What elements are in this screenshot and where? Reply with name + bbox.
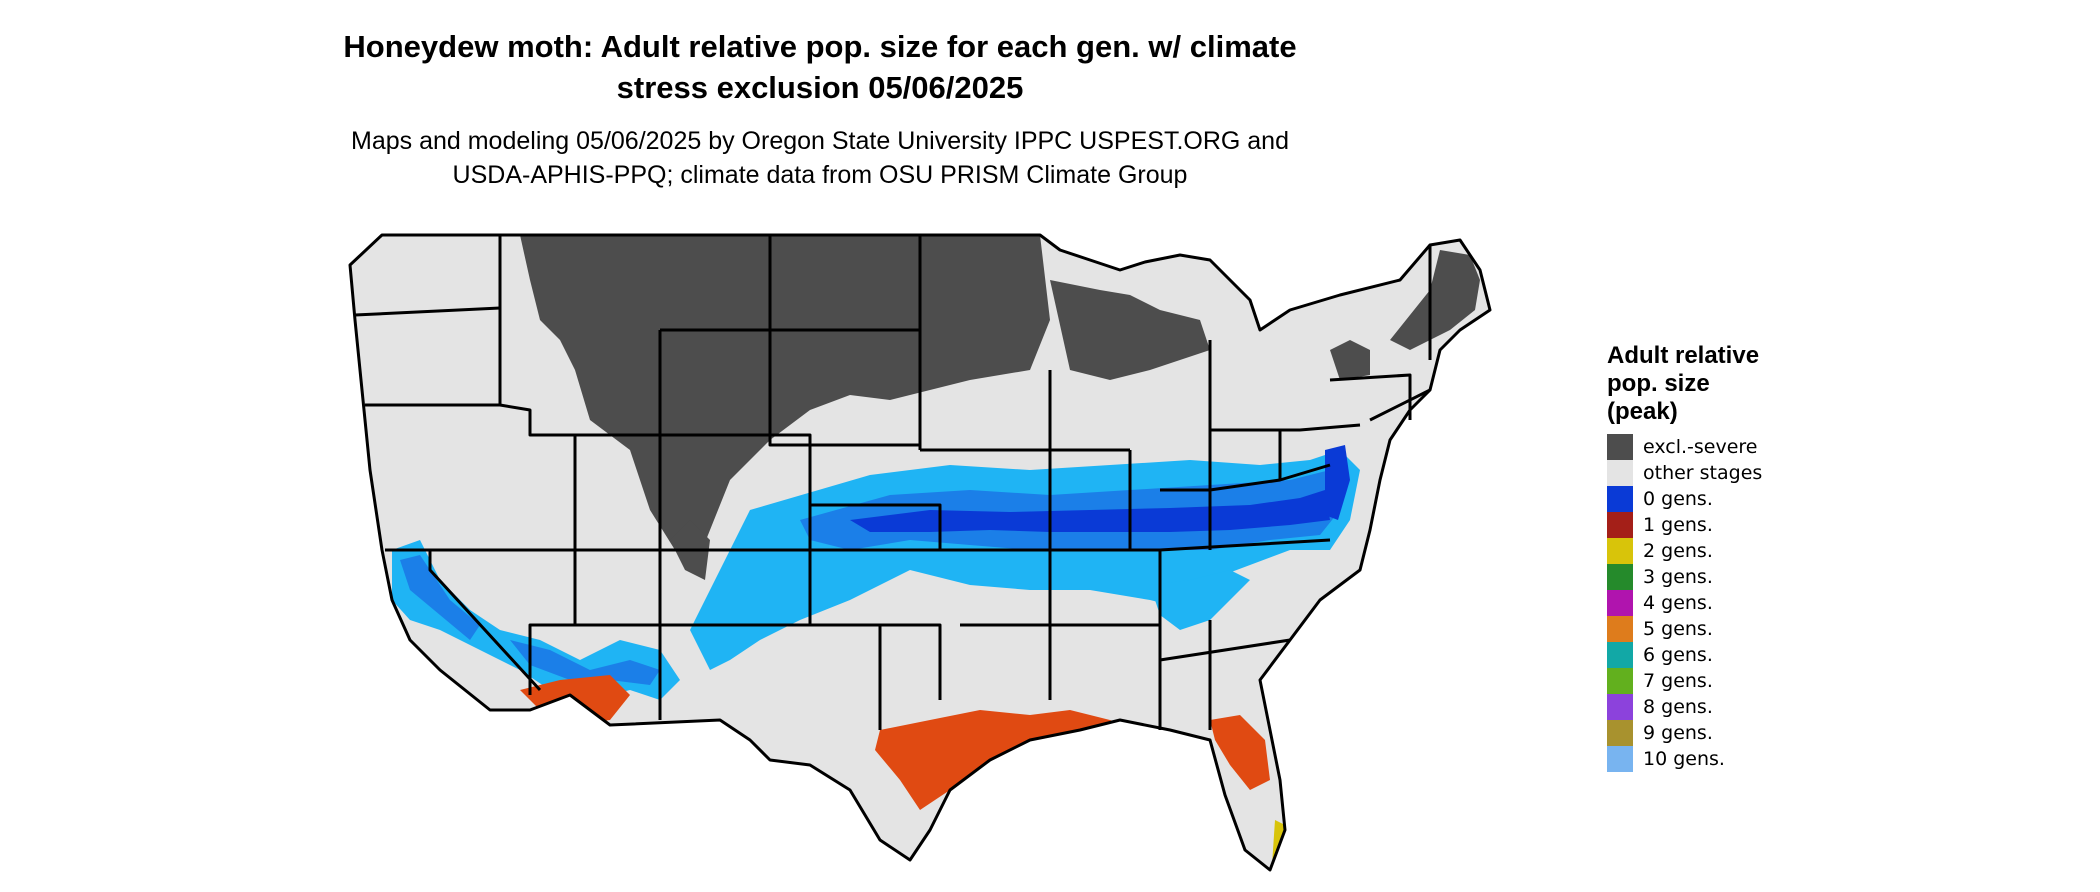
legend-swatch xyxy=(1607,642,1633,668)
us-outline xyxy=(348,233,1492,872)
legend-swatch xyxy=(1607,668,1633,694)
legend-swatch xyxy=(1607,564,1633,590)
legend-label: 0 gens. xyxy=(1643,488,1713,510)
legend-item: 5 gens. xyxy=(1607,616,1827,642)
zero-gens-mid-california xyxy=(400,555,480,640)
legend-label: other stages xyxy=(1643,462,1763,484)
map-title-line-1: Honeydew moth: Adult relative pop. size … xyxy=(343,29,1297,64)
map-title: Honeydew moth: Adult relative pop. size … xyxy=(0,26,1640,108)
legend-label: 8 gens. xyxy=(1643,696,1713,718)
legend-item: 4 gens. xyxy=(1607,590,1827,616)
legend-label: 7 gens. xyxy=(1643,670,1713,692)
legend-label: excl.-severe xyxy=(1643,436,1758,458)
excl-severe-new-england xyxy=(1390,250,1480,350)
legend-label: 4 gens. xyxy=(1643,592,1713,614)
legend: Adult relative pop. size (peak) excl.-se… xyxy=(1607,342,1827,772)
legend-title-line-2: pop. size xyxy=(1607,370,1710,397)
legend-label: 5 gens. xyxy=(1643,618,1713,640)
legend-swatch xyxy=(1607,512,1633,538)
legend-swatch xyxy=(1607,434,1633,460)
map-subtitle-line-1: Maps and modeling 05/06/2025 by Oregon S… xyxy=(351,127,1289,155)
state-borders xyxy=(354,235,1432,730)
zero-gens-light-appalachia xyxy=(1150,570,1250,630)
zero-gens-dark-chesapeake xyxy=(1325,445,1350,520)
legend-item: other stages xyxy=(1607,460,1827,486)
legend-label: 3 gens. xyxy=(1643,566,1713,588)
legend-title-line-3: (peak) xyxy=(1607,398,1678,425)
excl-severe-adirondacks xyxy=(1330,340,1370,380)
legend-item: 7 gens. xyxy=(1607,668,1827,694)
legend-swatch xyxy=(1607,720,1633,746)
legend-label: 6 gens. xyxy=(1643,644,1713,666)
legend-item: excl.-severe xyxy=(1607,434,1827,460)
legend-label: 2 gens. xyxy=(1643,540,1713,562)
excl-severe-northern-woods xyxy=(1050,280,1210,380)
legend-swatch xyxy=(1607,616,1633,642)
legend-swatch xyxy=(1607,538,1633,564)
us-map xyxy=(348,233,1492,872)
legend-item: 1 gens. xyxy=(1607,512,1827,538)
legend-swatch xyxy=(1607,590,1633,616)
legend-label: 1 gens. xyxy=(1643,514,1713,536)
legend-item: 8 gens. xyxy=(1607,694,1827,720)
legend-swatch xyxy=(1607,460,1633,486)
legend-item: 3 gens. xyxy=(1607,564,1827,590)
legend-items: excl.-severe other stages 0 gens. 1 gens. 2 … xyxy=(1607,434,1827,772)
legend-swatch xyxy=(1607,486,1633,512)
zero-gens-light-southwest xyxy=(392,540,680,700)
legend-item: 2 gens. xyxy=(1607,538,1827,564)
legend-item: 9 gens. xyxy=(1607,720,1827,746)
legend-item: 0 gens. xyxy=(1607,486,1827,512)
legend-label: 10 gens. xyxy=(1643,748,1725,770)
excl-severe-northern-plains xyxy=(520,235,1050,555)
legend-title: Adult relative pop. size (peak) xyxy=(1607,342,1827,426)
legend-item: 10 gens. xyxy=(1607,746,1827,772)
legend-label: 9 gens. xyxy=(1643,722,1713,744)
legend-swatch xyxy=(1607,746,1633,772)
legend-swatch xyxy=(1607,694,1633,720)
map-subtitle: Maps and modeling 05/06/2025 by Oregon S… xyxy=(0,124,1640,192)
legend-item: 6 gens. xyxy=(1607,642,1827,668)
zero-gens-mid-southwest-ridges xyxy=(510,640,660,685)
legend-title-line-1: Adult relative xyxy=(1607,342,1760,369)
map-subtitle-line-2: USDA-APHIS-PPQ; climate data from OSU PR… xyxy=(452,161,1188,189)
map-title-line-2: stress exclusion 05/06/2025 xyxy=(616,70,1024,105)
one-gen-florida xyxy=(1210,715,1270,790)
